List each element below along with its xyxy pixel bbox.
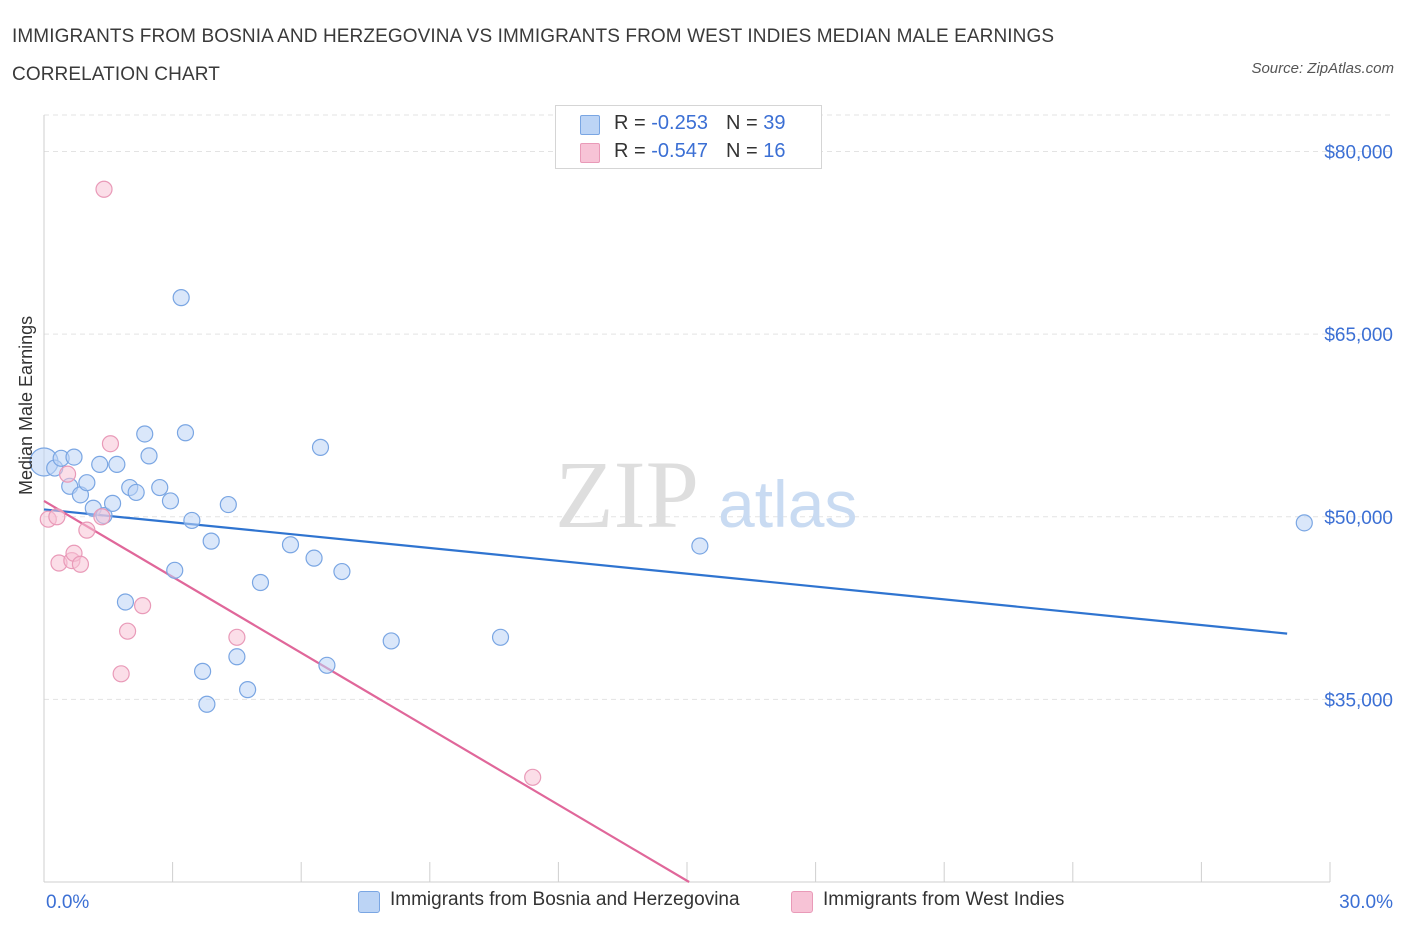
legend-n-value: 16 [763, 140, 786, 162]
watermark-zip: ZIP [555, 441, 699, 548]
point-bosnia [103, 494, 122, 512]
bottom-legend-swatch-pink [791, 891, 813, 913]
legend-r-value: -0.253 [651, 112, 708, 134]
legend-n-label: N = [725, 112, 764, 134]
correlation-legend: R = -0.253 N = 39 R = -0.547 N = 16 [555, 105, 822, 169]
point-bosnia [382, 632, 400, 650]
point-bosnia [251, 573, 270, 592]
point-west-indies [93, 508, 111, 526]
legend-r-label: R = [614, 140, 652, 162]
point-bosnia [333, 562, 351, 581]
point-west-indies [58, 465, 77, 483]
point-bosnia [318, 656, 336, 674]
point-bosnia [166, 561, 184, 579]
point-west-indies [112, 665, 130, 683]
point-bosnia [140, 447, 158, 465]
point-bosnia [194, 662, 212, 680]
point-west-indies [48, 508, 66, 526]
legend-r-label: R = [614, 112, 652, 134]
bottom-legend-label-bosnia: Immigrants from Bosnia and Herzegovina [390, 889, 740, 910]
point-bosnia [202, 532, 220, 550]
point-bosnia [91, 455, 109, 474]
point-bosnia [1295, 514, 1313, 532]
x-tick-label-max: 30.0% [1339, 892, 1393, 913]
point-bosnia [116, 593, 135, 611]
chart-title: IMMIGRANTS FROM BOSNIA AND HERZEGOVINA V… [12, 26, 1055, 85]
y-axis-title: Median Male Earnings [16, 315, 36, 495]
source-note: Source: ZipAtlas.com [1251, 60, 1394, 77]
point-west-indies [524, 768, 542, 786]
legend-swatch-blue [580, 115, 600, 135]
point-bosnia [136, 425, 154, 443]
point-bosnia [281, 536, 300, 554]
point-bosnia [219, 495, 237, 514]
point-bosnia [691, 537, 709, 555]
point-bosnia [78, 474, 96, 492]
point-west-indies [228, 628, 246, 646]
point-bosnia [183, 511, 201, 530]
point-bosnia [151, 478, 169, 497]
point-bosnia [127, 483, 145, 502]
data-points [29, 180, 1313, 786]
y-tick-label: $50,000 [1324, 508, 1393, 529]
point-bosnia [172, 289, 190, 307]
y-tick-label: $80,000 [1324, 143, 1393, 164]
point-west-indies [78, 521, 96, 539]
point-west-indies [95, 180, 113, 198]
trend-line-bosnia [43, 508, 1288, 635]
point-west-indies [71, 555, 90, 573]
trend-lines [43, 499, 1288, 883]
point-bosnia [491, 628, 510, 646]
grid-lines [44, 114, 1390, 700]
point-west-indies [133, 597, 152, 615]
point-bosnia [305, 549, 323, 567]
bottom-legend-swatch-blue [358, 891, 380, 913]
y-tick-label: $35,000 [1324, 690, 1393, 711]
point-west-indies [118, 622, 137, 640]
point-bosnia [108, 455, 126, 474]
point-bosnia [228, 648, 246, 666]
legend-r-value: -0.547 [651, 140, 708, 162]
point-bosnia [65, 448, 83, 466]
bottom-legend-label-west-indies: Immigrants from West Indies [823, 889, 1065, 910]
point-bosnia [176, 424, 195, 442]
point-bosnia [161, 492, 180, 510]
legend-n-label: N = [725, 140, 764, 162]
x-tick-label-min: 0.0% [46, 892, 89, 913]
point-bosnia [239, 681, 257, 699]
point-bosnia [198, 695, 216, 713]
watermark-atlas: atlas [718, 467, 857, 541]
y-tick-label: $65,000 [1324, 325, 1393, 346]
legend-swatch-pink [580, 143, 600, 163]
watermark: ZIP atlas [555, 441, 857, 548]
tick-labels: $35,000 $50,000 $65,000 $80,000 0.0% 30.0% [46, 143, 1393, 913]
trend-line-west-indies [43, 499, 690, 883]
point-bosnia [311, 438, 330, 456]
legend-n-value: 39 [763, 112, 786, 134]
point-west-indies [101, 435, 120, 453]
